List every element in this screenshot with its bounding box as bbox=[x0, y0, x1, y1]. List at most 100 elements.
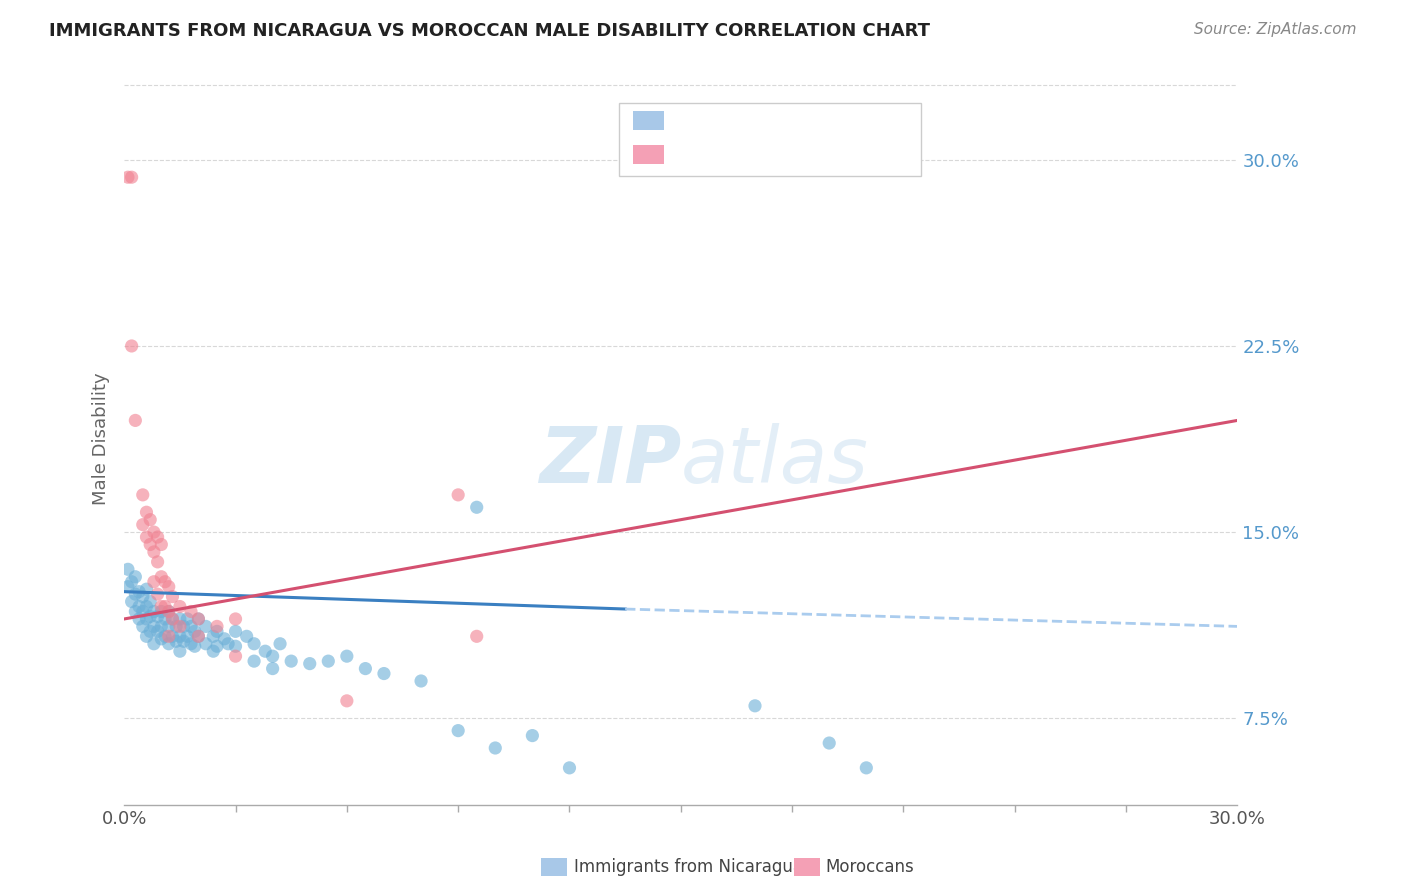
Point bbox=[117, 580, 139, 594]
Point bbox=[139, 594, 162, 608]
Point bbox=[121, 339, 143, 353]
Point bbox=[142, 605, 165, 619]
Point bbox=[316, 654, 339, 668]
Point bbox=[262, 649, 284, 664]
Text: -0.023: -0.023 bbox=[714, 112, 773, 129]
Point bbox=[139, 609, 162, 624]
Point bbox=[150, 619, 173, 633]
Point bbox=[465, 629, 488, 643]
Point bbox=[153, 629, 176, 643]
Point bbox=[153, 612, 176, 626]
Point bbox=[150, 605, 173, 619]
Point bbox=[298, 657, 321, 671]
Point bbox=[225, 649, 247, 664]
Point bbox=[157, 605, 180, 619]
Point bbox=[157, 629, 180, 643]
Text: N =: N = bbox=[773, 112, 821, 129]
Point bbox=[124, 587, 146, 601]
Point bbox=[117, 562, 139, 576]
Text: IMMIGRANTS FROM NICARAGUA VS MOROCCAN MALE DISABILITY CORRELATION CHART: IMMIGRANTS FROM NICARAGUA VS MOROCCAN MA… bbox=[49, 22, 931, 40]
Point bbox=[205, 624, 228, 639]
Text: 0.235: 0.235 bbox=[714, 145, 779, 163]
Point bbox=[135, 612, 157, 626]
Point bbox=[157, 637, 180, 651]
Point bbox=[157, 619, 180, 633]
Point bbox=[484, 741, 506, 756]
Point bbox=[217, 637, 239, 651]
Point bbox=[169, 619, 191, 633]
Point bbox=[157, 605, 180, 619]
Y-axis label: Male Disability: Male Disability bbox=[93, 373, 110, 506]
Point bbox=[194, 619, 217, 633]
Point bbox=[225, 639, 247, 653]
Point bbox=[169, 612, 191, 626]
Point bbox=[162, 629, 184, 643]
Point bbox=[124, 570, 146, 584]
Point bbox=[132, 517, 155, 532]
Text: Immigrants from Nicaragua: Immigrants from Nicaragua bbox=[574, 858, 803, 876]
Point bbox=[153, 574, 176, 589]
Point bbox=[205, 639, 228, 653]
Text: atlas: atlas bbox=[681, 423, 869, 499]
Point bbox=[187, 629, 209, 643]
Text: 38: 38 bbox=[814, 145, 837, 163]
Point bbox=[128, 612, 150, 626]
Point bbox=[121, 574, 143, 589]
Point bbox=[162, 590, 184, 604]
Point bbox=[269, 637, 291, 651]
Point bbox=[135, 530, 157, 544]
Point bbox=[132, 590, 155, 604]
Point bbox=[354, 662, 377, 676]
Point bbox=[243, 637, 266, 651]
Text: 81: 81 bbox=[814, 112, 837, 129]
Point bbox=[262, 662, 284, 676]
Point bbox=[447, 488, 470, 502]
Point bbox=[146, 530, 169, 544]
Point bbox=[202, 629, 225, 643]
Point bbox=[142, 525, 165, 540]
Point bbox=[169, 629, 191, 643]
Text: Moroccans: Moroccans bbox=[825, 858, 914, 876]
Point bbox=[180, 637, 202, 651]
Point bbox=[139, 513, 162, 527]
Point bbox=[146, 624, 169, 639]
Point bbox=[142, 545, 165, 559]
Point bbox=[225, 612, 247, 626]
Text: R =: R = bbox=[672, 145, 709, 163]
Point bbox=[180, 605, 202, 619]
Point bbox=[409, 673, 432, 688]
Point bbox=[225, 624, 247, 639]
Text: Source: ZipAtlas.com: Source: ZipAtlas.com bbox=[1194, 22, 1357, 37]
Point bbox=[194, 637, 217, 651]
Point bbox=[132, 605, 155, 619]
Point bbox=[150, 599, 173, 614]
Point bbox=[135, 629, 157, 643]
Point bbox=[162, 612, 184, 626]
Point bbox=[176, 629, 198, 643]
Point bbox=[157, 580, 180, 594]
Point bbox=[187, 629, 209, 643]
Point bbox=[150, 537, 173, 551]
Point bbox=[183, 624, 205, 639]
Point bbox=[150, 632, 173, 646]
Point bbox=[146, 587, 169, 601]
Point bbox=[128, 584, 150, 599]
Point bbox=[183, 639, 205, 653]
Point bbox=[336, 694, 359, 708]
Point bbox=[169, 599, 191, 614]
Point bbox=[447, 723, 470, 738]
Point bbox=[176, 612, 198, 626]
Point bbox=[135, 505, 157, 519]
Point bbox=[124, 413, 146, 427]
Point bbox=[202, 644, 225, 658]
Point bbox=[162, 612, 184, 626]
Point bbox=[153, 599, 176, 614]
Point bbox=[139, 624, 162, 639]
Point bbox=[124, 605, 146, 619]
Point bbox=[173, 634, 195, 648]
Point bbox=[173, 619, 195, 633]
Point bbox=[187, 612, 209, 626]
Point bbox=[128, 599, 150, 614]
Point bbox=[522, 729, 544, 743]
Point bbox=[117, 170, 139, 185]
